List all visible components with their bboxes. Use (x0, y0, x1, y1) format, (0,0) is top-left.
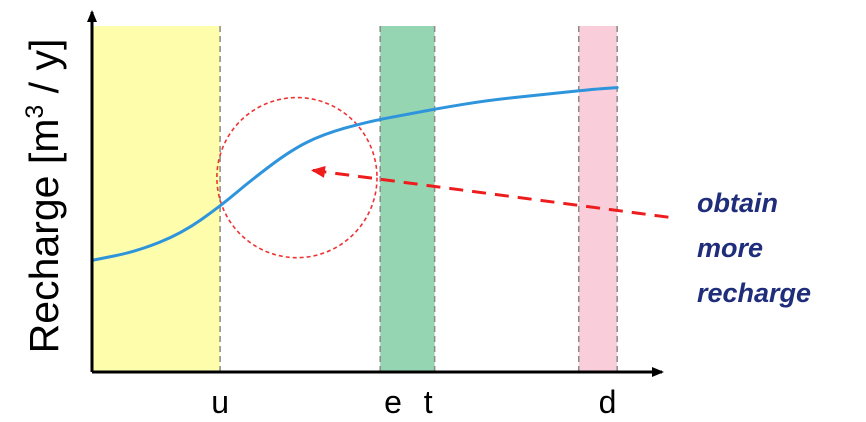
highlight-layer (216, 96, 378, 259)
zone-yellow (92, 26, 221, 372)
annotation-arrow-layer (310, 166, 669, 219)
zone-green (380, 26, 435, 372)
annotation-line-2: more (697, 233, 763, 263)
series-layer (90, 86, 619, 262)
x-tick-label-u: u (211, 384, 229, 420)
zone-boundaries (219, 26, 618, 372)
highlight-circle (216, 96, 378, 259)
y-axis-label: Recharge [m3 / y] (21, 39, 67, 354)
annotation-arrow (310, 166, 669, 219)
x-tick-label-d: d (599, 384, 617, 420)
annotation-text: obtain more recharge (697, 188, 811, 308)
annotation-line-1: obtain (697, 188, 778, 218)
recharge-curve-0 (90, 86, 619, 262)
x-tick-label-t: t (424, 384, 433, 420)
x-tick-label-e: e (384, 384, 402, 420)
axes (87, 10, 664, 377)
y-axis-label-superscript: 3 (21, 105, 49, 119)
zone-pink (578, 26, 618, 372)
annotation-line-3: recharge (697, 278, 811, 308)
zones-layer (92, 26, 618, 372)
